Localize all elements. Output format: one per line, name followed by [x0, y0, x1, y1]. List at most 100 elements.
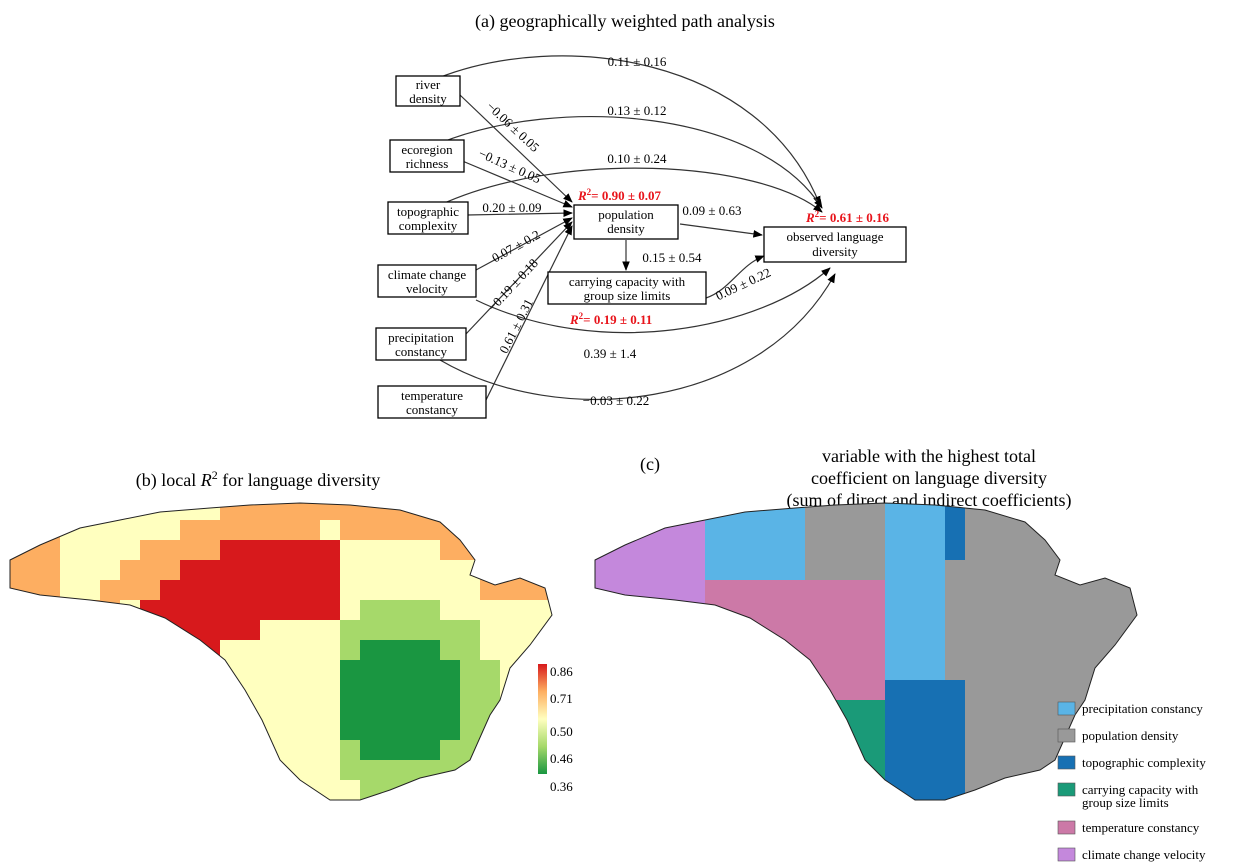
map-cell	[865, 520, 886, 541]
map-cell	[1105, 640, 1126, 661]
map-cell	[520, 720, 541, 741]
map-cell	[420, 660, 441, 681]
map-cell	[400, 680, 421, 701]
map-cell	[825, 580, 846, 601]
map-cell	[480, 780, 501, 800]
map-cell	[100, 640, 121, 661]
map-cell	[765, 800, 786, 821]
map-cell	[985, 540, 1006, 561]
map-cell	[645, 580, 666, 601]
map-cell	[1025, 700, 1046, 721]
map-cell	[685, 760, 706, 781]
map-cell	[80, 600, 101, 621]
map-cell	[685, 720, 706, 741]
map-cell	[160, 560, 181, 581]
map-cell	[945, 740, 966, 761]
map-cell	[925, 720, 946, 741]
map-cell	[1085, 640, 1106, 661]
map-cell	[180, 780, 201, 800]
map-cell	[360, 700, 381, 721]
map-cell	[945, 520, 966, 541]
map-cell	[500, 560, 521, 581]
map-cell	[745, 540, 766, 561]
map-cell	[240, 520, 261, 541]
map-cell	[320, 720, 341, 741]
map-cell	[20, 520, 41, 541]
map-cell	[40, 760, 61, 781]
map-cell	[665, 620, 686, 641]
map-cell	[745, 800, 766, 821]
map-cell	[985, 560, 1006, 581]
map-cell	[705, 780, 726, 800]
map-cell	[300, 800, 321, 821]
map-cell	[1005, 680, 1026, 701]
map-cell	[100, 580, 121, 601]
map-cell	[20, 760, 41, 781]
map-cell	[925, 700, 946, 721]
map-cell	[100, 720, 121, 741]
map-cell	[220, 580, 241, 601]
map-cell	[20, 660, 41, 681]
map-cell	[1025, 620, 1046, 641]
map-cell	[420, 520, 441, 541]
map-cell	[280, 780, 301, 800]
legend-label: carrying capacity with	[1082, 782, 1199, 797]
map-cell	[945, 640, 966, 661]
edge-precip-pop	[464, 221, 573, 336]
map-cell	[260, 700, 281, 721]
map-cell	[440, 700, 461, 721]
map-cell	[985, 600, 1006, 621]
map-cell	[140, 560, 161, 581]
map-cell	[320, 680, 341, 701]
map-cell	[480, 520, 501, 541]
map-cell	[80, 720, 101, 741]
map-cell	[785, 680, 806, 701]
map-cell	[220, 780, 241, 800]
map-cell	[120, 720, 141, 741]
map-cell	[725, 800, 746, 821]
map-cell	[40, 540, 61, 561]
map-cell	[500, 720, 521, 741]
map-cell	[440, 800, 461, 821]
map-cell	[220, 760, 241, 781]
map-cell	[745, 700, 766, 721]
map-cell	[60, 680, 81, 701]
map-cell	[340, 580, 361, 601]
map-cell	[360, 760, 381, 781]
map-cell	[1065, 640, 1086, 661]
map-cell	[440, 580, 461, 601]
map-cell	[825, 660, 846, 681]
map-cell	[280, 620, 301, 641]
map-cell	[320, 503, 341, 521]
map-cell	[725, 740, 746, 761]
map-cell	[665, 540, 686, 561]
map-cell	[985, 640, 1006, 661]
edge-climate-pop	[475, 217, 573, 271]
map-cell	[685, 780, 706, 800]
map-cell	[340, 800, 361, 821]
map-cell	[765, 640, 786, 661]
map-cell	[725, 660, 746, 681]
map-cell	[665, 700, 686, 721]
map-cell	[965, 660, 986, 681]
map-cell	[280, 600, 301, 621]
map-cell	[605, 800, 626, 821]
map-cell	[705, 580, 726, 601]
map-cell	[120, 660, 141, 681]
map-cell	[645, 560, 666, 581]
svg-text:constancy: constancy	[406, 402, 458, 417]
map-cell	[480, 640, 501, 661]
map-cell	[380, 580, 401, 601]
map-cell	[665, 720, 686, 741]
map-cell	[440, 740, 461, 761]
map-cell	[540, 640, 552, 661]
map-cell	[765, 700, 786, 721]
map-cell	[260, 540, 281, 561]
map-cell	[10, 660, 21, 681]
map-cell	[625, 660, 646, 681]
map-cell	[1045, 540, 1066, 561]
svg-text:richness: richness	[406, 156, 449, 171]
map-cell	[420, 700, 441, 721]
map-cell	[420, 780, 441, 800]
map-cell	[805, 700, 826, 721]
